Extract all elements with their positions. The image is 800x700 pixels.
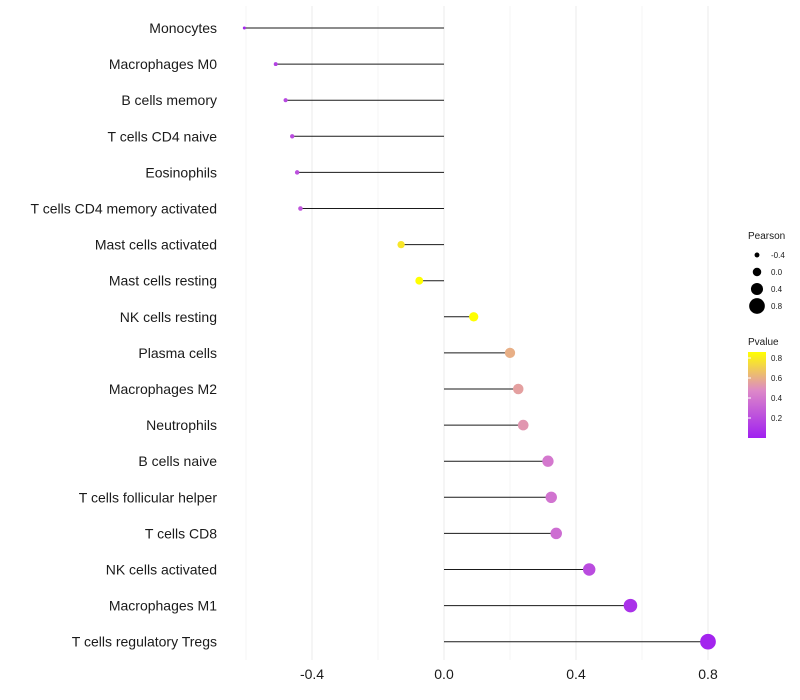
grid-lines [245,6,709,660]
pearson-legend-key [750,282,764,296]
pearson-legend-label: 0.8 [771,302,783,311]
x-tick-label: 0.0 [434,666,454,682]
data-point [242,26,246,30]
category-label: NK cells activated [106,562,217,578]
category-label: T cells CD4 naive [108,128,218,144]
pearson-legend-title: Pearson [748,231,785,242]
data-point [294,170,300,175]
x-tick-label: 0.4 [566,666,586,682]
category-label: Macrophages M0 [109,56,217,72]
data-point [415,276,424,285]
category-label: Plasma cells [138,345,217,361]
data-point [504,347,516,359]
data-point [290,134,295,139]
pearson-legend-key [752,267,762,277]
pearson-legend: Pearson -0.4 0.0 0.4 0.8 [748,231,785,314]
pvalue-legend-label: 0.6 [771,374,783,383]
category-label: Neutrophils [146,417,217,433]
data-point [550,527,562,540]
category-label: Eosinophils [145,164,217,180]
category-label: Mast cells activated [95,237,217,253]
category-label: T cells follicular helper [79,489,218,505]
data-point [545,491,557,504]
data-point [517,419,529,431]
pearson-legend-label: 0.0 [771,268,783,277]
data-point [700,633,716,650]
category-label: Macrophages M1 [109,598,217,614]
pvalue-legend-label: 0.4 [771,394,783,403]
points [242,26,716,650]
category-label: B cells naive [138,453,217,469]
data-point [273,62,278,67]
data-point [469,312,479,322]
pearson-legend-key [754,252,760,258]
category-label: T cells CD4 memory activated [31,201,217,217]
data-point [542,455,554,467]
pearson-legend-label: -0.4 [771,251,785,260]
pvalue-legend-label: 0.2 [771,414,783,423]
data-point [283,98,288,103]
data-point [582,563,596,576]
category-label: Monocytes [149,20,217,36]
category-labels: Monocytes Macrophages M0 B cells memory T c… [31,20,218,650]
data-point [623,598,638,613]
category-label: NK cells resting [120,309,217,325]
pvalue-legend-label: 0.8 [771,354,783,363]
pearson-legend-key [749,298,765,314]
category-label: B cells memory [121,92,217,108]
category-label: Mast cells resting [109,273,217,289]
x-tick-label: -0.4 [300,666,324,682]
pvalue-legend: Pvalue 0.2 0.4 0.6 0.8 [748,337,783,438]
stems [244,27,708,643]
pvalue-legend-title: Pvalue [748,337,779,348]
data-point [397,240,405,249]
x-axis-ticks: -0.4 0.0 0.4 0.8 [300,666,718,682]
data-point [512,383,524,395]
category-label: T cells regulatory Tregs [72,634,217,650]
category-label: Macrophages M2 [109,381,217,397]
pearson-legend-label: 0.4 [771,285,783,294]
category-label: T cells CD8 [145,525,217,541]
data-point [298,206,303,211]
x-tick-label: 0.8 [698,666,718,682]
pvalue-colorbar [748,352,766,438]
